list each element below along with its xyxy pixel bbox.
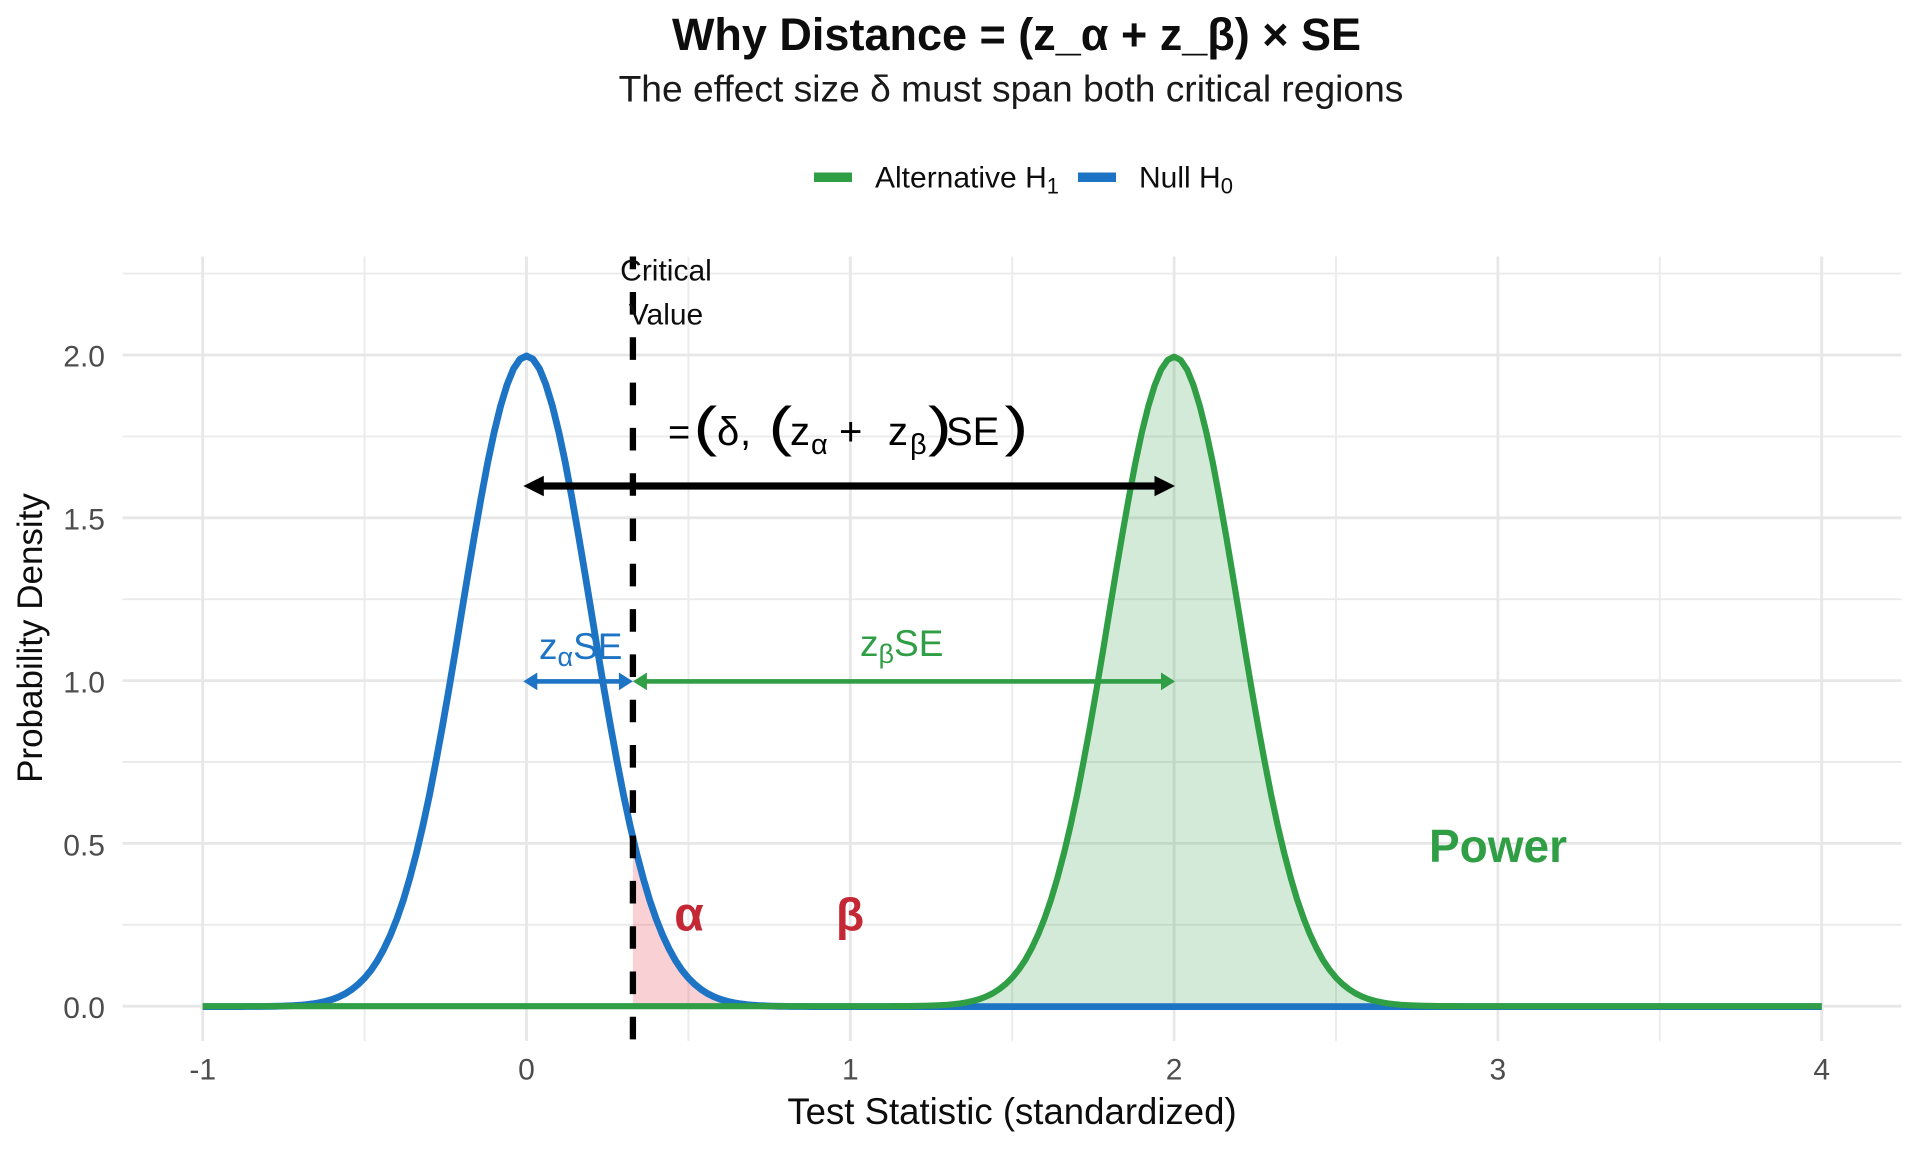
svg-text:β: β: [836, 889, 864, 941]
svg-text:0.0: 0.0: [63, 992, 105, 1025]
svg-text:2.0: 2.0: [63, 341, 105, 374]
svg-text:-1: -1: [189, 1054, 216, 1087]
svg-text:Alternative H1: Alternative H1: [875, 162, 1059, 199]
svg-text:Critical: Critical: [620, 255, 712, 288]
svg-text:Value: Value: [629, 299, 704, 332]
svg-text:1: 1: [842, 1054, 859, 1087]
svg-text:zαSE: zαSE: [539, 626, 622, 672]
svg-text:Test Statistic (standardized): Test Statistic (standardized): [787, 1091, 1236, 1132]
svg-text:1.0: 1.0: [63, 666, 105, 699]
svg-text:zβSE: zβSE: [860, 623, 943, 669]
svg-text:4: 4: [1813, 1054, 1830, 1087]
svg-text:α: α: [674, 889, 704, 942]
svg-text:2: 2: [1166, 1054, 1183, 1087]
svg-text:3: 3: [1490, 1054, 1507, 1087]
svg-text:): ): [1005, 395, 1029, 457]
svg-text:Null H0: Null H0: [1139, 162, 1233, 199]
svg-text:1.5: 1.5: [63, 504, 105, 537]
svg-text:Power: Power: [1429, 820, 1567, 872]
svg-text:(: (: [693, 395, 717, 457]
svg-text:0.5: 0.5: [63, 829, 105, 862]
svg-text:): ): [928, 395, 952, 457]
svg-text:0: 0: [518, 1054, 535, 1087]
svg-text:The effect size δ must span bo: The effect size δ must span both critica…: [619, 67, 1404, 109]
svg-text:Probability Density: Probability Density: [11, 493, 50, 783]
svg-text:Why Distance = (z_α + z_β) × S: Why Distance = (z_α + z_β) × SE: [672, 9, 1361, 60]
svg-text:(: (: [768, 395, 792, 457]
svg-text:=δ,zα+zβSE: = δ, zα + zβ SE: [668, 410, 999, 461]
